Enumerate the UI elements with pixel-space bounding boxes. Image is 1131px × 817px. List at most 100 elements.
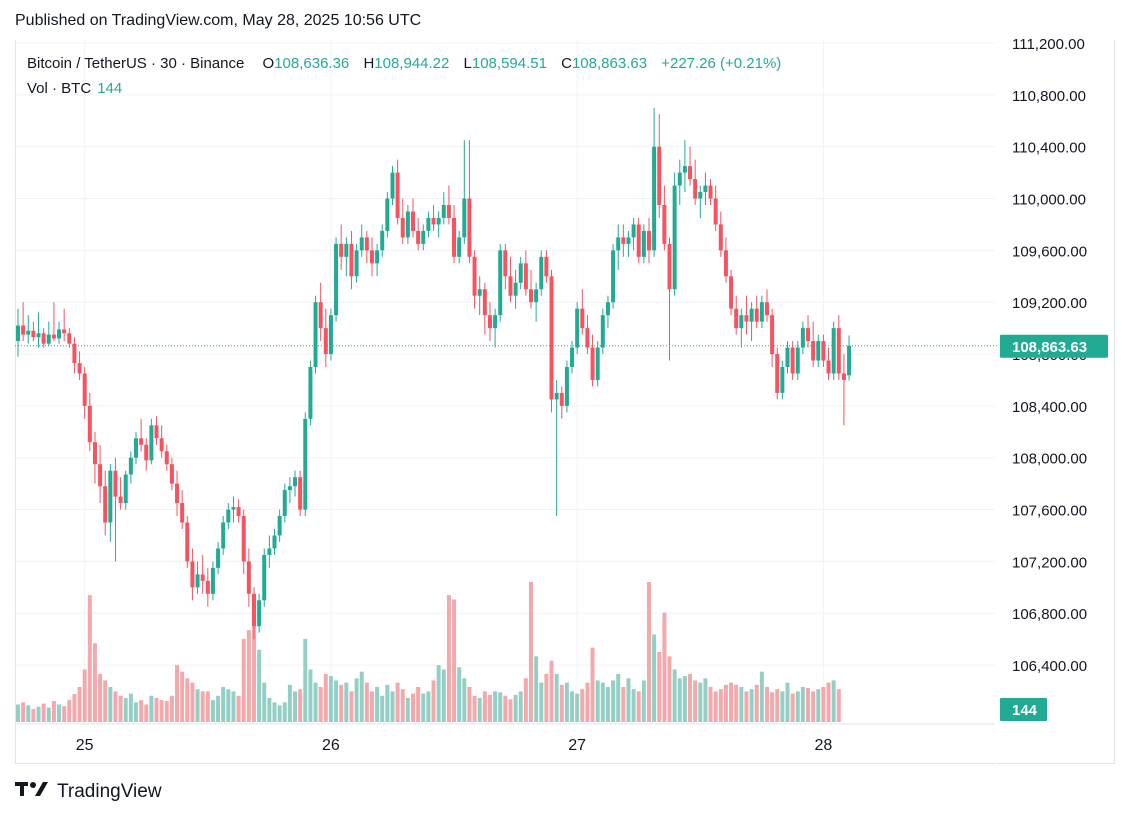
candle-body[interactable]: [272, 535, 277, 549]
candle-body[interactable]: [580, 308, 585, 329]
footer-brand[interactable]: TradingView: [15, 780, 162, 804]
candle-body[interactable]: [87, 405, 92, 443]
candle-body[interactable]: [62, 329, 67, 334]
candle-body[interactable]: [508, 276, 513, 296]
candle-body[interactable]: [734, 308, 739, 329]
candle-body[interactable]: [811, 341, 816, 361]
candle-body[interactable]: [236, 506, 241, 517]
candle-body[interactable]: [405, 211, 410, 238]
candle-body[interactable]: [246, 561, 251, 594]
candle-body[interactable]: [831, 328, 836, 374]
candle-body[interactable]: [380, 230, 385, 251]
candle-body[interactable]: [205, 580, 210, 594]
candle-body[interactable]: [67, 333, 72, 344]
candle-body[interactable]: [790, 347, 795, 374]
candle-body[interactable]: [554, 392, 559, 400]
candle-body[interactable]: [46, 334, 51, 344]
candle-body[interactable]: [821, 341, 826, 361]
candle-body[interactable]: [723, 250, 728, 277]
candle-body[interactable]: [339, 243, 344, 257]
candle-body[interactable]: [436, 217, 441, 225]
candle-body[interactable]: [739, 315, 744, 329]
candle-body[interactable]: [118, 496, 123, 504]
candle-body[interactable]: [621, 237, 626, 244]
candle-body[interactable]: [590, 347, 595, 380]
candle-body[interactable]: [123, 474, 128, 504]
candle-body[interactable]: [652, 146, 657, 251]
candle-body[interactable]: [836, 328, 841, 374]
candle-body[interactable]: [575, 308, 580, 348]
candle-body[interactable]: [688, 166, 693, 180]
candle-body[interactable]: [785, 347, 790, 367]
candle-body[interactable]: [559, 392, 564, 406]
candle-body[interactable]: [472, 256, 477, 296]
candle-body[interactable]: [595, 347, 600, 380]
candle-body[interactable]: [175, 483, 180, 504]
candle-body[interactable]: [267, 548, 272, 555]
candle-body[interactable]: [113, 470, 118, 497]
candle-body[interactable]: [190, 561, 195, 588]
candle-body[interactable]: [395, 172, 400, 218]
candle-body[interactable]: [323, 328, 328, 355]
candle-body[interactable]: [646, 230, 651, 251]
candle-body[interactable]: [36, 333, 41, 338]
candle-body[interactable]: [308, 367, 313, 419]
candle-body[interactable]: [795, 347, 800, 374]
candle-body[interactable]: [446, 205, 451, 218]
candle-body[interactable]: [82, 373, 87, 406]
candle-body[interactable]: [677, 172, 682, 186]
candle-body[interactable]: [241, 516, 246, 562]
candle-body[interactable]: [354, 250, 359, 277]
candle-body[interactable]: [616, 237, 621, 251]
candle-body[interactable]: [416, 230, 421, 244]
candle-body[interactable]: [626, 237, 631, 244]
candle-body[interactable]: [585, 328, 590, 348]
candle-body[interactable]: [287, 486, 292, 491]
candle-body[interactable]: [26, 330, 31, 335]
candle-body[interactable]: [841, 373, 846, 380]
candle-body[interactable]: [570, 347, 575, 367]
candle-body[interactable]: [816, 341, 821, 361]
candle-body[interactable]: [185, 522, 190, 562]
candle-body[interactable]: [144, 444, 149, 461]
candle-body[interactable]: [487, 315, 492, 329]
candle-body[interactable]: [149, 425, 154, 461]
candle-body[interactable]: [221, 522, 226, 549]
candle-body[interactable]: [41, 333, 46, 344]
candle-body[interactable]: [431, 217, 436, 225]
candle-body[interactable]: [605, 302, 610, 316]
candle-body[interactable]: [103, 486, 108, 523]
candle-body[interactable]: [441, 205, 446, 218]
candle-body[interactable]: [21, 325, 26, 335]
candle-body[interactable]: [600, 315, 605, 348]
candle-body[interactable]: [611, 250, 616, 303]
candle-body[interactable]: [16, 325, 20, 342]
candle-body[interactable]: [251, 593, 256, 627]
candle-body[interactable]: [564, 367, 569, 406]
candle-body[interactable]: [318, 302, 323, 329]
candle-body[interactable]: [298, 477, 303, 510]
candle-body[interactable]: [426, 217, 431, 231]
candle-body[interactable]: [92, 442, 97, 465]
candle-body[interactable]: [703, 185, 708, 193]
candle-body[interactable]: [513, 282, 518, 296]
candle-body[interactable]: [257, 600, 262, 627]
candle-body[interactable]: [462, 198, 467, 238]
candle-body[interactable]: [529, 289, 533, 303]
candle-body[interactable]: [729, 276, 734, 309]
candle-body[interactable]: [764, 302, 769, 316]
candle-body[interactable]: [713, 198, 718, 225]
candle-body[interactable]: [411, 211, 416, 231]
candle-body[interactable]: [477, 289, 482, 296]
candle-body[interactable]: [631, 224, 636, 238]
candle-body[interactable]: [518, 263, 523, 283]
candle-body[interactable]: [754, 308, 759, 322]
candle-body[interactable]: [800, 328, 805, 348]
candle-body[interactable]: [718, 224, 723, 251]
candle-body[interactable]: [457, 237, 462, 257]
candle-body[interactable]: [133, 438, 138, 458]
candle-body[interactable]: [493, 315, 498, 329]
candle-body[interactable]: [128, 457, 133, 475]
candle-body[interactable]: [693, 179, 698, 199]
